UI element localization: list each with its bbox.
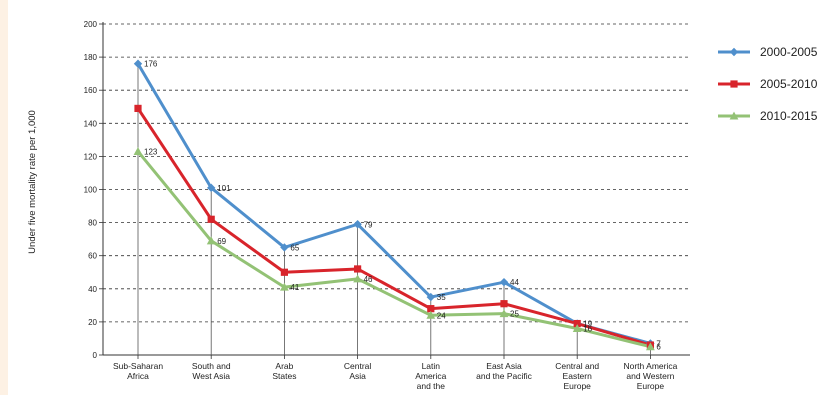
data-point-square [573, 319, 581, 328]
series-line [136, 62, 652, 345]
data-point-triangle [499, 309, 509, 318]
data-point-square [427, 305, 435, 313]
y-tick-label: 120 [84, 152, 98, 161]
data-label: 101 [217, 184, 231, 193]
data-label: 79 [364, 220, 373, 229]
x-tick-label: Latin [422, 361, 441, 371]
data-label: 44 [510, 278, 519, 287]
data-point-triangle [646, 342, 655, 351]
legend-swatch-marker [730, 80, 738, 88]
x-tick-label: East Asia [486, 361, 522, 371]
legend-label: 2000-2005 [760, 45, 818, 59]
category-drop-lines [137, 63, 651, 355]
data-label: 176 [144, 60, 158, 69]
data-label: 123 [144, 147, 158, 156]
x-tick-label: Europe [563, 381, 591, 391]
x-tick-label: Sub-Saharan [113, 361, 163, 371]
data-point-square [280, 268, 288, 276]
data-point-square [500, 300, 508, 308]
x-tick-label: and the [417, 381, 446, 391]
data-point-triangle [426, 310, 436, 319]
y-tick-label: 40 [88, 285, 97, 294]
data-label: 7 [656, 339, 661, 348]
x-tick-label: America [415, 371, 446, 381]
axes [99, 22, 690, 359]
legend-label: 2005-2010 [760, 77, 818, 91]
x-tick-label: South and [192, 361, 231, 371]
x-tick-label: Eastern [563, 371, 593, 381]
y-tick-label: 80 [88, 219, 97, 228]
gridlines [103, 23, 690, 323]
data-label: 25 [510, 310, 519, 319]
x-tick-label: Asia [349, 371, 366, 381]
y-tick-label: 20 [88, 318, 97, 327]
data-label: 46 [364, 275, 373, 284]
data-label: 16 [583, 325, 592, 334]
y-tick-label: 200 [84, 20, 98, 29]
y-tick-label: 100 [84, 186, 98, 195]
data-point-triangle [206, 236, 216, 245]
data-label: 6 [656, 343, 661, 352]
x-tick-label: Central and [555, 361, 599, 371]
data-labels: 176 101 65 79 35 44 7 19 123 69 41 46 24 25 16 6 [144, 60, 661, 352]
data-point-triangle [353, 274, 362, 283]
series-markers [133, 59, 655, 351]
series-line [136, 106, 652, 347]
y-axis-label: Under five mortality rate per 1,000 [27, 110, 38, 254]
legend-label: 2010-2015 [760, 109, 818, 123]
legend: 2000-2005 2005-2010 2010-2015 [718, 45, 818, 123]
data-point-square [354, 265, 362, 273]
data-point-square [134, 104, 142, 113]
data-point-diamond [353, 220, 362, 229]
data-label: 24 [437, 311, 446, 320]
x-tick-label: West Asia [192, 371, 230, 381]
data-label: 19 [583, 320, 592, 329]
data-point-square [207, 215, 215, 223]
legend-swatch-marker [729, 47, 739, 57]
x-tick-label: and Western [626, 371, 674, 381]
data-label: 35 [437, 293, 446, 302]
data-point-triangle [572, 324, 582, 333]
data-point-diamond [133, 59, 143, 68]
y-tick-label: 160 [84, 86, 98, 95]
data-point-triangle [133, 147, 143, 155]
x-tick-label: States [272, 371, 296, 381]
data-label: 65 [290, 243, 299, 252]
data-point-diamond [499, 277, 509, 287]
x-tick-label: Europe [637, 381, 665, 391]
legend-swatch-marker [729, 111, 739, 120]
chart-panel [8, 0, 835, 395]
series-line [136, 149, 652, 349]
y-tick-label: 60 [88, 252, 97, 261]
data-point-diamond [207, 183, 216, 193]
data-point-triangle [280, 282, 289, 291]
x-tick-label: North America [623, 361, 677, 371]
series-lines [136, 62, 652, 349]
x-tick-label: Arab [275, 361, 293, 371]
y-tick-labels: 0 20 40 60 80 100 120 140 160 180 200 [84, 20, 98, 360]
y-tick-label: 140 [84, 119, 98, 128]
data-label: 69 [217, 237, 226, 246]
x-tick-label: Central [344, 361, 372, 371]
data-label: 41 [290, 283, 299, 292]
x-tick-label: Africa [127, 371, 149, 381]
y-tick-label: 0 [93, 351, 98, 360]
data-point-diamond [426, 292, 435, 302]
data-point-diamond [280, 243, 289, 252]
x-tick-label: and the Pacific [476, 371, 533, 381]
y-tick-label: 180 [84, 53, 98, 62]
